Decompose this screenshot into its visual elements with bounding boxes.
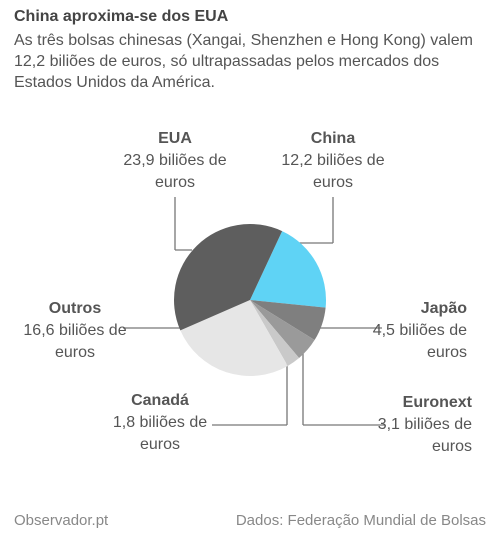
- leader-lines: [123, 197, 385, 426]
- category-label: Japão: [420, 300, 467, 317]
- note: Dados: Federação Mundial de Bolsas: [235, 512, 486, 529]
- slice: [180, 300, 288, 376]
- value-label: 1,8 biliões de euros: [112, 414, 208, 453]
- source: Observador.pt: [14, 512, 109, 529]
- slice-label: China 12,2 biliões de euros: [278, 128, 388, 194]
- slice-label: Euronext 3,1 biliões de euros: [362, 392, 472, 458]
- slice: [250, 231, 326, 308]
- value-label: 4,5 biliões de euros: [372, 322, 467, 361]
- slice-label: Japão 4,5 biliões de euros: [357, 298, 467, 364]
- title: China aproxima-se dos EUA: [14, 8, 229, 25]
- value-label: 12,2 biliões de euros: [281, 152, 385, 191]
- subtitle: As três bolsas chinesas (Xangai, Shenzhe…: [14, 32, 473, 91]
- category-label: China: [310, 130, 356, 147]
- category-label: Canadá: [131, 392, 189, 409]
- value-label: 3,1 biliões de euros: [377, 416, 472, 455]
- slice-label: Canadá 1,8 biliões de euros: [105, 390, 215, 456]
- slice: [250, 300, 315, 359]
- pie: [174, 224, 326, 376]
- slice-label: EUA 23,9 biliões de euros: [120, 128, 230, 194]
- category-label: Euronext: [402, 394, 472, 411]
- slice-label: Outros 16,6 biliões de euros: [20, 298, 130, 364]
- slice: [250, 300, 326, 341]
- slice: [250, 300, 300, 366]
- value-label: 16,6 biliões de euros: [23, 322, 127, 361]
- slice: [174, 224, 283, 331]
- category-label: EUA: [158, 130, 192, 147]
- category-label: Outros: [48, 300, 102, 317]
- value-label: 23,9 biliões de euros: [123, 152, 227, 191]
